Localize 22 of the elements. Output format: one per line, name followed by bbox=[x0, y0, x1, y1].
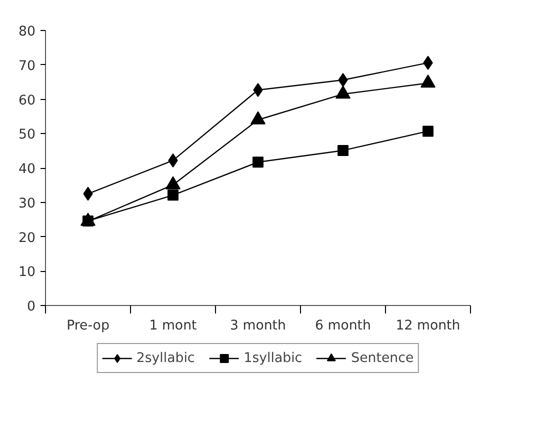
y-tick-label: 80 bbox=[18, 24, 36, 40]
y-tick-label: 60 bbox=[18, 93, 36, 108]
legend-label: 2syllabic bbox=[136, 350, 195, 366]
legend-label: 1syllabic bbox=[244, 350, 302, 366]
point bbox=[338, 73, 348, 87]
y-tick-label: 0 bbox=[27, 300, 36, 314]
y-tick-label: 70 bbox=[18, 58, 36, 74]
x-tick-label: 12 month bbox=[396, 318, 460, 334]
y-tick-label: 50 bbox=[18, 128, 36, 143]
x-tick-label: Pre-op bbox=[66, 318, 110, 334]
point bbox=[168, 190, 178, 201]
x-tick-label: 3 month bbox=[230, 318, 286, 334]
x-tick-label: 1 mont bbox=[149, 318, 197, 334]
y-tick-label: 20 bbox=[18, 230, 36, 246]
y-tick-label: 40 bbox=[18, 162, 36, 177]
point bbox=[422, 126, 434, 137]
point bbox=[252, 156, 264, 168]
x-tick-label: 6 month bbox=[315, 318, 371, 334]
y-tick-label: 10 bbox=[18, 265, 36, 280]
legend-label: Sentence bbox=[351, 350, 414, 366]
point bbox=[338, 144, 348, 156]
y-tick-label: 30 bbox=[18, 196, 36, 212]
